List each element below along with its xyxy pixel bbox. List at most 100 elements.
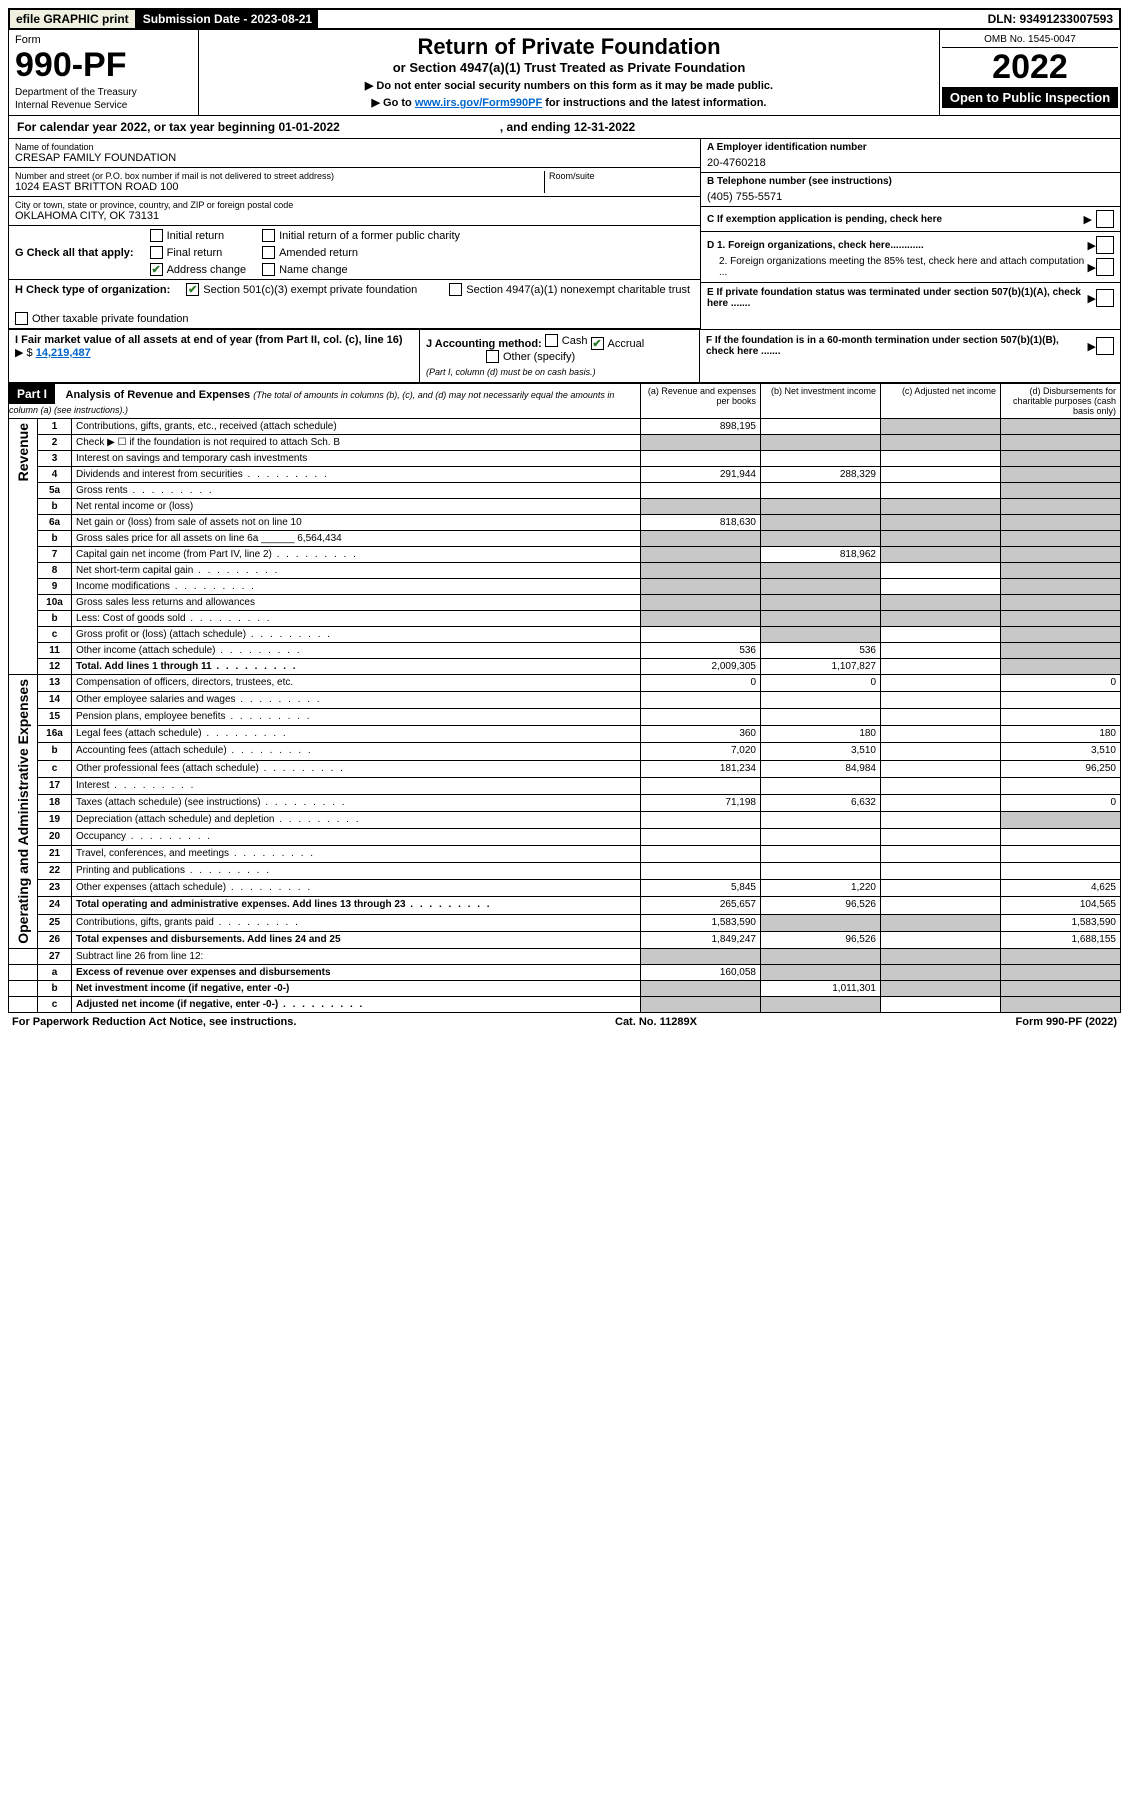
row-number: b [38, 743, 72, 760]
ein-label: A Employer identification number [707, 142, 1114, 153]
row-number: c [38, 627, 72, 643]
row-number: 5a [38, 483, 72, 499]
cal-text2: , and ending 12-31-2022 [500, 120, 635, 134]
row-description: Occupancy [72, 828, 641, 845]
amount-cell [1001, 499, 1121, 515]
amount-cell [881, 914, 1001, 931]
row-number: a [38, 964, 72, 980]
chk-cash[interactable] [545, 334, 558, 347]
row-description: Gross profit or (loss) (attach schedule) [72, 627, 641, 643]
amount-cell: 180 [761, 726, 881, 743]
chk-amended[interactable] [262, 246, 275, 259]
amount-cell: 1,220 [761, 880, 881, 897]
lbl-final: Final return [167, 247, 223, 259]
table-row: bNet rental income or (loss) [9, 499, 1121, 515]
amount-cell [881, 996, 1001, 1012]
chk-501c3[interactable] [186, 283, 199, 296]
header-center: Return of Private Foundation or Section … [199, 30, 940, 115]
amount-cell [761, 419, 881, 435]
chk-f[interactable] [1096, 337, 1114, 355]
amount-cell: 1,583,590 [641, 914, 761, 931]
chk-exemption-pending[interactable] [1096, 210, 1114, 228]
amount-cell [881, 709, 1001, 726]
amount-cell [1001, 483, 1121, 499]
table-row: 8Net short-term capital gain [9, 563, 1121, 579]
amount-cell [881, 467, 1001, 483]
address: 1024 EAST BRITTON ROAD 100 [15, 181, 544, 193]
amount-cell: 1,011,301 [761, 980, 881, 996]
amount-cell [1001, 515, 1121, 531]
d2-label: 2. Foreign organizations meeting the 85%… [707, 256, 1088, 278]
table-row: 18Taxes (attach schedule) (see instructi… [9, 794, 1121, 811]
amount-cell [881, 419, 1001, 435]
amount-cell: 0 [1001, 675, 1121, 692]
i-value[interactable]: 14,219,487 [36, 347, 91, 359]
row-number: 12 [38, 659, 72, 675]
amount-cell [1001, 980, 1121, 996]
table-row: 14Other employee salaries and wages [9, 692, 1121, 709]
top-bar: efile GRAPHIC print Submission Date - 20… [8, 8, 1121, 30]
form-link[interactable]: www.irs.gov/Form990PF [415, 97, 542, 109]
amount-cell: 1,688,155 [1001, 931, 1121, 948]
header-left: Form 990-PF Department of the Treasury I… [9, 30, 199, 115]
h-row: H Check type of organization: Section 50… [9, 280, 700, 329]
row-number: b [38, 531, 72, 547]
amount-cell [761, 948, 881, 964]
chk-4947[interactable] [449, 283, 462, 296]
chk-other-method[interactable] [486, 350, 499, 363]
amount-cell [761, 964, 881, 980]
amount-cell [881, 547, 1001, 563]
amount-cell [881, 863, 1001, 880]
row-description: Printing and publications [72, 863, 641, 880]
row-description: Accounting fees (attach schedule) [72, 743, 641, 760]
amount-cell [1001, 451, 1121, 467]
row-description: Total operating and administrative expen… [72, 897, 641, 914]
chk-initial[interactable] [150, 229, 163, 242]
part1-title: Analysis of Revenue and Expenses [66, 389, 251, 401]
amount-cell [1001, 948, 1121, 964]
form-header: Form 990-PF Department of the Treasury I… [8, 30, 1121, 116]
chk-other-tax[interactable] [15, 312, 28, 325]
row-number: 7 [38, 547, 72, 563]
chk-d1[interactable] [1096, 236, 1114, 254]
row-description: Gross rents [72, 483, 641, 499]
row-number: 22 [38, 863, 72, 880]
tax-year: 2022 [942, 48, 1118, 87]
amount-cell [1001, 996, 1121, 1012]
amount-cell [761, 579, 881, 595]
side-label: Operating and Administrative Expenses [9, 675, 38, 949]
chk-d2[interactable] [1096, 258, 1114, 276]
chk-initial-former[interactable] [262, 229, 275, 242]
row-number: 18 [38, 794, 72, 811]
row-number: 26 [38, 931, 72, 948]
row-description: Check ▶ ☐ if the foundation is not requi… [72, 435, 641, 451]
amount-cell [1001, 964, 1121, 980]
chk-accrual[interactable] [591, 337, 604, 350]
lbl-4947: Section 4947(a)(1) nonexempt charitable … [466, 284, 690, 296]
amount-cell: 1,107,827 [761, 659, 881, 675]
amount-cell [761, 515, 881, 531]
chk-name-change[interactable] [262, 263, 275, 276]
amount-cell [1001, 531, 1121, 547]
row-number: 3 [38, 451, 72, 467]
amount-cell [641, 996, 761, 1012]
amount-cell [881, 964, 1001, 980]
note-2: ▶ Go to www.irs.gov/Form990PF for instru… [207, 96, 931, 109]
chk-final[interactable] [150, 246, 163, 259]
table-row: aExcess of revenue over expenses and dis… [9, 964, 1121, 980]
row-description: Interest on savings and temporary cash i… [72, 451, 641, 467]
phone: (405) 755-5571 [707, 187, 1114, 203]
amount-cell [761, 846, 881, 863]
id-right: A Employer identification number 20-4760… [700, 139, 1120, 329]
footer-mid: Cat. No. 11289X [615, 1016, 697, 1028]
amount-cell [1001, 846, 1121, 863]
amount-cell: 536 [641, 643, 761, 659]
amount-cell [881, 880, 1001, 897]
chk-address-change[interactable] [150, 263, 163, 276]
part1-header-row: Part I Analysis of Revenue and Expenses … [9, 384, 1121, 419]
j-note: (Part I, column (d) must be on cash basi… [426, 367, 596, 377]
table-row: bLess: Cost of goods sold [9, 611, 1121, 627]
amount-cell: 160,058 [641, 964, 761, 980]
amount-cell [881, 897, 1001, 914]
chk-e[interactable] [1096, 289, 1114, 307]
